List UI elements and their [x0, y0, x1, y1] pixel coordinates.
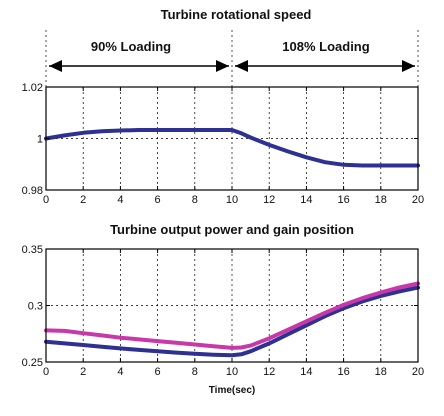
arrow-head-right: [216, 60, 229, 72]
arrow-head-right: [402, 60, 415, 72]
y-tick-label: 0.35: [22, 244, 43, 256]
x-tick-label: 6: [155, 366, 161, 378]
x-tick-label: 14: [300, 366, 312, 378]
loading-interval-90: 90% Loading: [49, 39, 229, 72]
chart-title: Turbine rotational speed: [161, 7, 312, 22]
x-tick-label: 14: [300, 194, 312, 206]
x-tick-label: 6: [155, 194, 161, 206]
chart-turbine-output-power: Turbine output power and gain position 0…: [22, 222, 425, 396]
series-line-2: [44, 281, 420, 350]
x-tick-label: 16: [337, 194, 349, 206]
x-tick-label: 8: [192, 194, 198, 206]
series-layer: [44, 128, 420, 168]
series-line-1: [44, 285, 420, 358]
x-tick-label: 10: [226, 194, 238, 206]
arrow-head-left: [235, 60, 248, 72]
x-tick-label: 10: [226, 366, 238, 378]
y-tick-label: 0.98: [22, 185, 43, 197]
x-tick-label: 20: [412, 194, 424, 206]
y-tick-label: 0.25: [22, 357, 43, 369]
x-tick-label: 4: [117, 194, 123, 206]
chart-turbine-rotational-speed: Turbine rotational speed 90% Loading 108…: [22, 7, 425, 206]
y-tick-label: 1: [37, 134, 43, 146]
series-line-1: [44, 128, 420, 168]
x-tick-label: 20: [412, 366, 424, 378]
x-tick-label: 16: [337, 366, 349, 378]
x-tick-label: 2: [80, 366, 86, 378]
x-tick-label: 18: [375, 194, 387, 206]
x-tick-label: 12: [263, 194, 275, 206]
x-tick-label: 0: [43, 194, 49, 206]
x-tick-label: 2: [80, 194, 86, 206]
y-tick-label: 0.3: [28, 301, 43, 313]
y-tick-label: 1.02: [22, 82, 43, 94]
x-tick-label: 4: [117, 366, 123, 378]
x-tick-label: 18: [375, 366, 387, 378]
axis-ticks: 0 2 4 6 8 10 12 14 16 18 20 0.25 0.3 0.35: [22, 244, 425, 378]
loading-interval-108: 108% Loading: [235, 39, 415, 72]
series-layer: [44, 281, 420, 358]
loading-label-90: 90% Loading: [91, 39, 171, 54]
axis-ticks: 0 2 4 6 8 10 12 14 16 18 20 0.98 1 1.02: [22, 82, 425, 206]
x-tick-label: 8: [192, 366, 198, 378]
grid: [46, 87, 418, 190]
loading-label-108: 108% Loading: [282, 39, 369, 54]
arrow-head-left: [49, 60, 62, 72]
chart-title: Turbine output power and gain position: [110, 222, 354, 237]
x-tick-label: 0: [43, 366, 49, 378]
x-axis-label: Time(sec): [209, 385, 256, 396]
x-tick-label: 12: [263, 366, 275, 378]
